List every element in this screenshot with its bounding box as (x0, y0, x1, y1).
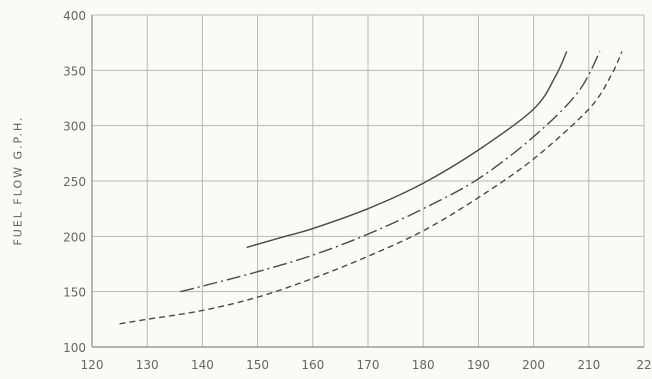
x-tick-label-120: 120 (81, 358, 104, 372)
x-tick-label-150: 150 (246, 358, 269, 372)
x-tick-label-160: 160 (301, 358, 324, 372)
y-tick-label-350: 350 (63, 64, 86, 78)
x-tick-label-140: 140 (191, 358, 214, 372)
x-tick-label-200: 200 (522, 358, 545, 372)
series-line-2-dash-dot (180, 51, 601, 293)
x-tick-label-180: 180 (412, 358, 435, 372)
y-tick-label-100: 100 (63, 341, 86, 355)
series-line-1-solid (246, 51, 568, 249)
y-tick-label-250: 250 (63, 175, 86, 189)
x-tick-label-190: 190 (467, 358, 490, 372)
y-tick-label-400: 400 (63, 9, 86, 23)
y-axis-label-text: FUEL FLOW G.P.H. (11, 114, 25, 246)
y-tick-label-200: 200 (63, 230, 86, 244)
y-tick-label-300: 300 (63, 120, 86, 134)
series-line-3-dashed (119, 51, 623, 325)
x-tick-label-170: 170 (357, 358, 380, 372)
y-tick-label-150: 150 (63, 286, 86, 300)
y-axis-label: FUEL FLOW G.P.H. (8, 50, 28, 310)
x-tick-label-22: 22 (636, 358, 651, 372)
x-tick-label-210: 210 (577, 358, 600, 372)
x-tick-label-130: 130 (136, 358, 159, 372)
